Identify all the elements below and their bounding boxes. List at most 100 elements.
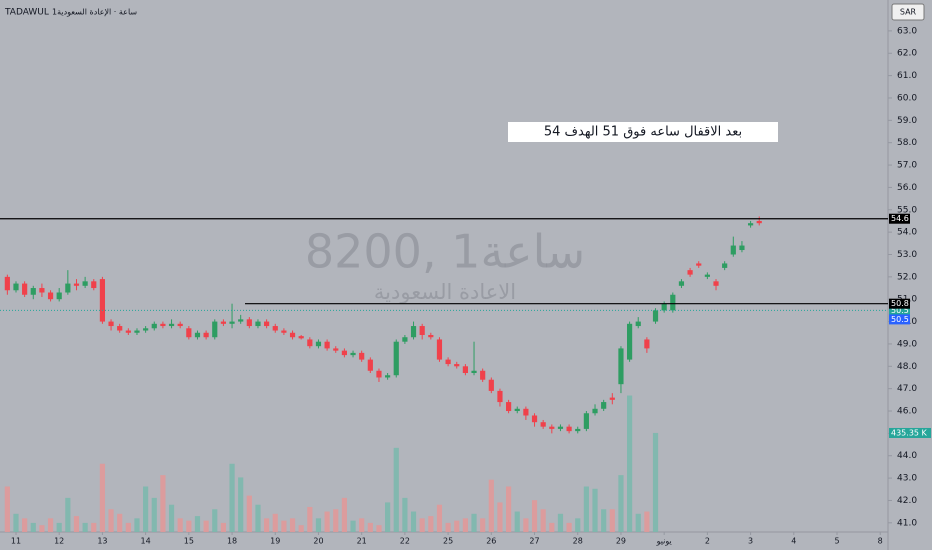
volume-bar [488,479,494,532]
volume-bar [22,518,28,532]
volume-bar [212,509,218,532]
x-tick-label: 25 [443,537,453,546]
volume-bar [583,486,589,532]
candle-body [618,348,624,385]
volume-bar [652,432,659,532]
price-label-box [889,305,910,316]
volume-bar [30,522,36,532]
volume-bar [540,509,546,532]
source: TADAWUL [4,8,49,18]
volume-bar [229,463,235,532]
volume-bar [264,518,270,532]
currency-box[interactable] [891,3,925,21]
candle-body [523,408,529,416]
volume-bar [462,518,468,532]
volume-label: 435.35 K [891,428,928,437]
candle-body [531,415,538,423]
volume-bar [246,495,252,532]
candle-body [670,294,676,311]
volume-bar [445,522,451,532]
currency[interactable]: SAR [900,8,917,17]
interval-label: 1ساعة · الإعادة السعودية [52,8,137,18]
candle-body [410,326,417,338]
volume-bar [160,475,166,532]
hline-label-box [889,298,910,309]
candle-body [393,341,399,376]
volume-bar [13,513,19,532]
x-tick-label: 14 [141,537,151,546]
y-tick-label: 55.0 [897,205,917,215]
candle-body [134,330,140,333]
annotation[interactable]: بعد الاقفال ساعه فوق 51 الهدف 54 [544,125,742,140]
candle-body [661,303,667,311]
candle-body [627,323,633,360]
candle-body [704,274,710,277]
candle-body [289,332,296,338]
y-tick-label: 47.0 [897,384,917,394]
candle-body [454,364,460,367]
volume-bar [454,520,460,532]
y-tick-label: 62.0 [897,49,917,59]
hline-label: 54.6 [891,214,909,223]
volume-bar [82,522,88,532]
candle-body [644,339,650,349]
candle-body [480,370,486,380]
candle-body [350,352,356,356]
x-tick-label: 22 [400,537,410,546]
candle-body [307,339,313,347]
candle-body [609,397,615,400]
candle-body [566,426,572,432]
volume-bar [410,511,417,532]
candle-body [272,326,278,331]
candle-body [264,321,270,327]
candle-body [108,321,114,327]
candle-body [575,428,581,432]
candle-body [601,402,607,409]
x-tick-label: 2 [705,537,710,546]
x-tick-label: 27 [529,537,539,546]
candle-body [756,220,762,224]
candle-body [497,390,503,403]
volume-bar [592,488,598,532]
watermark-subtitle: الاعادة السعودية [374,280,516,304]
volume-bar [436,504,443,532]
y-tick-label: 52.0 [897,272,917,282]
volume-bar [531,500,538,532]
x-tick-label: 18 [227,537,237,546]
candle-body [4,276,10,291]
volume-bar [272,513,278,532]
x-tick-label: 11 [11,537,21,546]
volume-bar [194,516,201,532]
volume-bar [108,509,114,532]
candle-body [341,350,347,356]
volume-bar [203,520,209,532]
x-tick-label: 28 [573,537,583,546]
candle-body [255,321,261,327]
candle-body [583,413,589,429]
annotation-box[interactable] [508,122,778,142]
candle-body [557,426,564,429]
candle-body [203,332,209,338]
volume-bar [177,518,183,532]
volume-bar [566,522,572,532]
y-tick-label: 53.0 [897,250,917,260]
volume-bar [359,518,365,532]
candle-body [22,283,28,295]
y-tick-label: 61.0 [897,71,917,81]
volume-bar [480,518,486,532]
price-label-box [889,314,910,325]
candle-body [436,339,443,360]
volume-bar [281,520,287,532]
volume-bar [497,502,503,532]
volume-bar [73,516,80,532]
y-tick-label: 56.0 [897,183,917,193]
candle-body [359,352,365,360]
y-tick-label: 41.0 [897,518,917,528]
x-tick-label: 8 [878,537,883,546]
candle-body [220,321,226,324]
candle-body [419,326,425,335]
volume-bar [333,509,339,532]
candle-body [333,348,339,351]
